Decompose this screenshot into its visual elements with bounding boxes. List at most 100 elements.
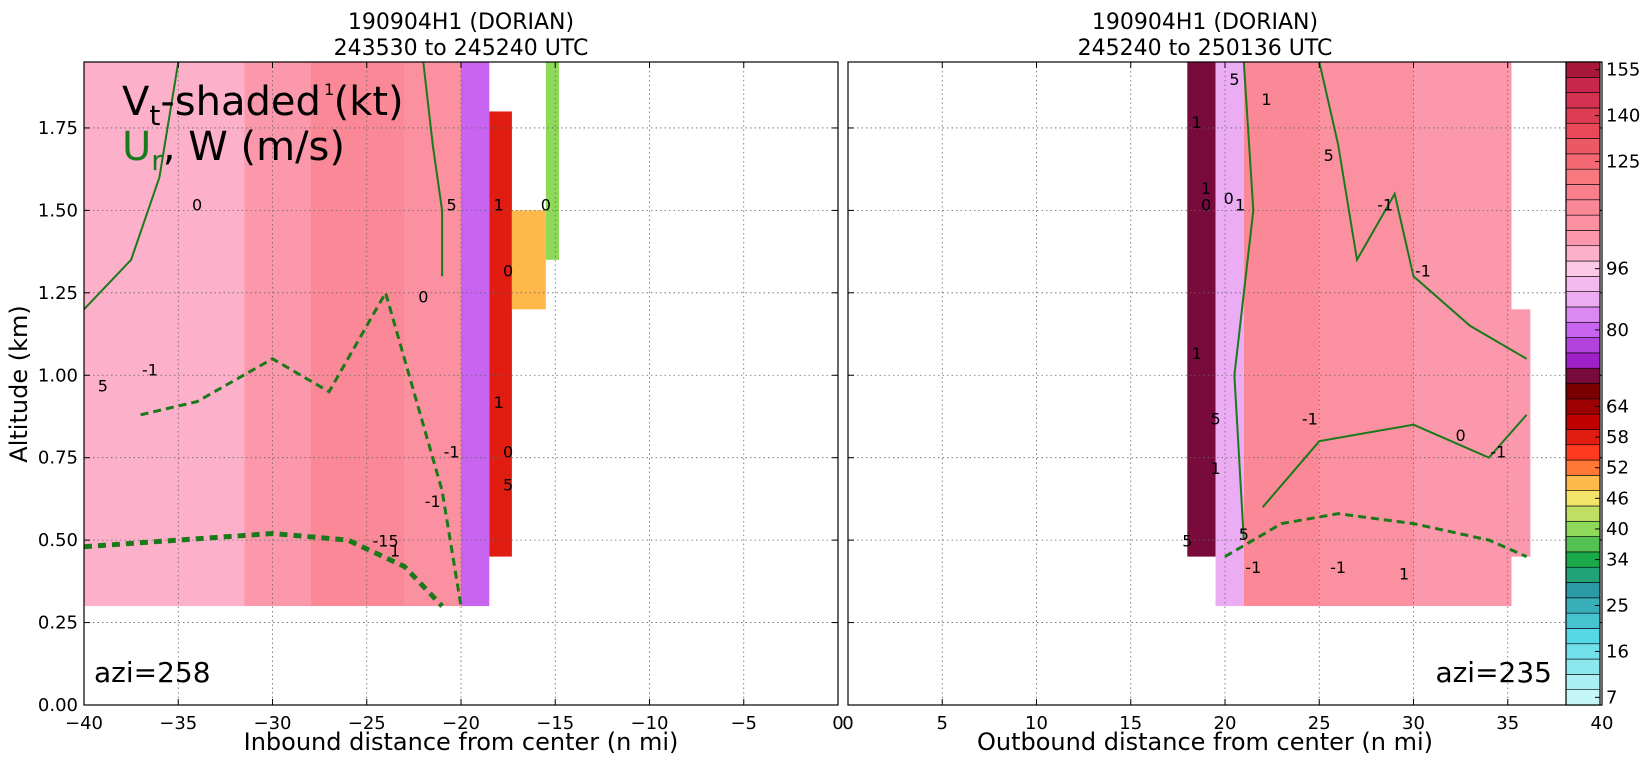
- left-x-tick-label-4: −20: [442, 713, 480, 734]
- right-vt-region-0: [1187, 62, 1216, 557]
- right-vt-region-5: [1511, 309, 1531, 557]
- colorbar-band-26: [1565, 291, 1601, 308]
- right-vt-region-2: [1243, 62, 1320, 607]
- right-x-tick-label-2: 10: [1025, 713, 1048, 734]
- right-w-label-7: 5: [1324, 146, 1334, 165]
- right-x-tick-label-0: 0: [842, 713, 853, 734]
- right-w-label-3: 0: [1201, 195, 1211, 214]
- right-vt-shading: [1187, 62, 1531, 607]
- colorbar-tick-label-0: 7: [1606, 687, 1617, 708]
- left-y-tick-label-3: 0.75: [38, 448, 78, 469]
- colorbar-band-36: [1565, 138, 1601, 155]
- colorbar-tick-label-13: 140: [1606, 106, 1640, 127]
- colorbar-band-32: [1565, 199, 1601, 216]
- left-w-label-6: -1: [425, 492, 441, 511]
- left-vt-region-4: [461, 62, 490, 607]
- colorbar-tick-label-10: 96: [1606, 259, 1629, 280]
- colorbar-band-39: [1565, 92, 1601, 109]
- right-plot-frame: [847, 61, 1603, 706]
- right-w-label-2: 1: [1192, 113, 1202, 132]
- colorbar-tick-label-8: 64: [1606, 396, 1629, 417]
- left-x-tick-label-8: 0: [832, 713, 843, 734]
- colorbar-frame: [1565, 61, 1601, 706]
- left-x-axis-label: Inbound distance from center (n mi): [244, 728, 679, 756]
- left-w-label-11: 0: [503, 443, 513, 462]
- right-axis-ticks: 0 5 10 15 20 25 30 35 40: [842, 62, 1613, 734]
- right-x-tick-label-4: 20: [1214, 713, 1237, 734]
- colorbar-band-19: [1565, 398, 1601, 415]
- right-vt-region-4: [1413, 62, 1512, 607]
- left-w-label-1: 1: [324, 80, 334, 99]
- left-x-tick-label-3: −25: [348, 713, 386, 734]
- left-y-tick-label-4: 1.00: [38, 365, 78, 386]
- left-w-label-8: 0: [192, 195, 202, 214]
- colorbar-band-8: [1565, 566, 1601, 583]
- colorbar-band-10: [1565, 536, 1601, 553]
- right-w-label-8: -1: [1377, 195, 1393, 214]
- left-y-tick-label-5: 1.25: [38, 283, 78, 304]
- left-x-tick-label-6: −10: [631, 713, 669, 734]
- colorbar-tick-label-14: 155: [1606, 60, 1640, 81]
- colorbar-band-38: [1565, 107, 1601, 124]
- right-w-label-0: 5: [1229, 70, 1239, 89]
- right-w-label-6: 1: [1235, 195, 1245, 214]
- legend-line-ur: Ur, W (m/s): [122, 124, 345, 177]
- colorbar-band-37: [1565, 122, 1601, 139]
- colorbar-band-28: [1565, 260, 1601, 277]
- left-w-label-14: 5: [98, 377, 108, 396]
- colorbar-band-29: [1565, 245, 1601, 262]
- right-w-label-17: 5: [1239, 525, 1249, 544]
- right-w-label-14: 0: [1456, 426, 1466, 445]
- left-w-label-3: 1: [494, 393, 504, 412]
- colorbar-tick-label-2: 25: [1606, 595, 1629, 616]
- left-vt-region-6: [511, 210, 546, 310]
- right-x-tick-label-7: 35: [1496, 713, 1519, 734]
- left-y-tick-label-6: 1.50: [38, 200, 78, 221]
- colorbar-band-4: [1565, 628, 1601, 645]
- left-vt-region-5: [489, 111, 512, 557]
- colorbar-tick-label-1: 16: [1606, 641, 1629, 662]
- colorbar-tick-label-4: 40: [1606, 519, 1629, 540]
- right-grid: [848, 62, 1602, 705]
- right-ur-contour-3: [1224, 512, 1528, 558]
- right-azimuth-label: azi=235: [1435, 656, 1552, 689]
- left-y-tick-label-7: 1.75: [38, 118, 78, 139]
- left-x-tick-label-0: −40: [65, 713, 103, 734]
- right-w-label-10: 1: [1192, 344, 1202, 363]
- left-title-line2: 243530 to 245240 UTC: [334, 36, 589, 61]
- right-w-label-11: 5: [1210, 410, 1220, 429]
- colorbar-band-6: [1565, 597, 1601, 614]
- left-azimuth-label: azi=258: [94, 656, 211, 689]
- colorbar-tick-label-7: 58: [1606, 427, 1629, 448]
- right-w-label-12: -1: [1302, 410, 1318, 429]
- colorbar-band-22: [1565, 352, 1601, 369]
- left-y-tick-label-0: 0.00: [38, 695, 78, 716]
- colorbar-band-5: [1565, 612, 1601, 629]
- colorbar-band-33: [1565, 184, 1601, 201]
- colorbar-band-34: [1565, 168, 1601, 185]
- left-w-label-10: 5: [503, 476, 513, 495]
- left-w-label-9: 5: [446, 195, 456, 214]
- left-y-tick-label-2: 0.50: [38, 530, 78, 551]
- left-x-tick-label-2: −30: [254, 713, 292, 734]
- colorbar-band-16: [1565, 444, 1601, 461]
- right-title-line1: 190904H1 (DORIAN): [1092, 10, 1318, 35]
- left-w-label-12: 0: [503, 261, 513, 280]
- legend-line-vt: Vt-shaded (kt): [122, 79, 404, 132]
- left-vt-region-1: [244, 62, 311, 607]
- left-w-label-15: -15: [373, 532, 399, 551]
- left-w-label-2: 1: [494, 195, 504, 214]
- left-ur-contour-3: [84, 530, 444, 608]
- colorbar-band-31: [1565, 214, 1601, 231]
- colorbar-band-9: [1565, 551, 1601, 568]
- right-x-tick-label-8: 40: [1591, 713, 1614, 734]
- right-w-label-18: -1: [1245, 558, 1261, 577]
- right-w-label-19: -1: [1330, 558, 1346, 577]
- right-x-tick-label-5: 25: [1308, 713, 1331, 734]
- colorbar-band-41: [1565, 61, 1601, 78]
- colorbar-band-30: [1565, 230, 1601, 247]
- left-title-line1: 190904H1 (DORIAN): [348, 10, 574, 35]
- colorbar-band-2: [1565, 658, 1601, 675]
- colorbar-band-25: [1565, 306, 1601, 323]
